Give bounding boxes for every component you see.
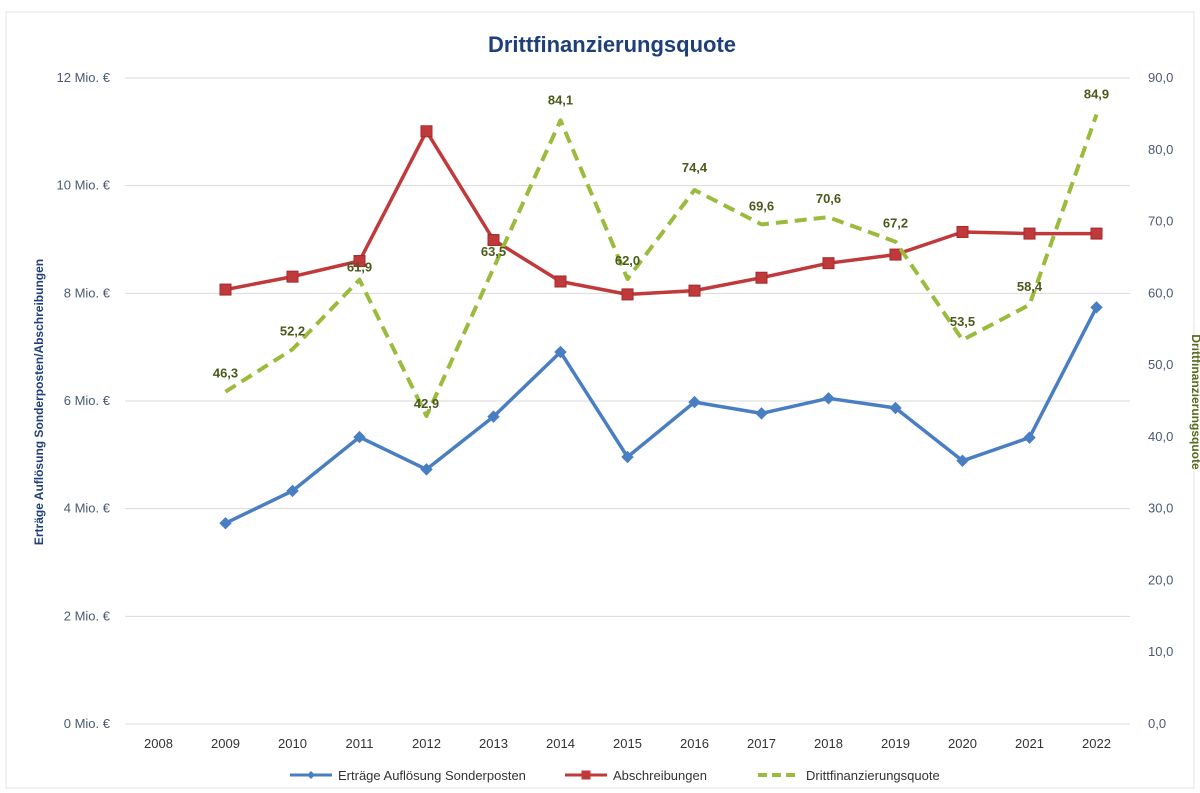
data-point-marker (219, 516, 232, 530)
data-point-marker (755, 407, 768, 420)
x-tick-label: 2008 (144, 736, 173, 751)
x-tick-label: 2014 (546, 736, 575, 751)
y-tick-label-left: 10 Mio. € (57, 178, 111, 193)
data-label-layer: 46,3 52,2 61,9 42,9 63,5 84,1 62,0 74,4 69,6 70,6… (213, 87, 1109, 411)
data-point-marker (286, 270, 299, 283)
data-point-marker (487, 234, 500, 247)
legend-label: Erträge Auflösung Sonderposten (338, 768, 526, 783)
y-tick-label-right: 10,0 (1148, 644, 1173, 659)
data-label: 58,4 (1017, 279, 1043, 294)
y-tick-label-left: 0 Mio. € (64, 716, 111, 731)
series-line-1 (223, 305, 1099, 525)
x-tick-label: 2022 (1082, 736, 1111, 751)
chart-frame (5, 11, 1195, 789)
x-tick-label: 2017 (747, 736, 776, 751)
x-tick-label: 2015 (613, 736, 642, 751)
data-label: 70,6 (816, 191, 841, 206)
y-tick-label-left: 8 Mio. € (64, 285, 111, 300)
x-tick-label: 2011 (346, 736, 374, 751)
data-point-marker (219, 283, 232, 296)
y-tick-label-right: 40,0 (1148, 429, 1173, 444)
data-label: 84,9 (1084, 87, 1109, 102)
y-tick-label-right: 90,0 (1148, 70, 1173, 85)
x-tick-label: 2018 (814, 736, 843, 751)
data-label: 61,9 (347, 260, 372, 275)
series-line-2 (223, 129, 1099, 297)
data-point-marker (1090, 301, 1103, 314)
data-label: 69,6 (749, 198, 774, 213)
y-tick-label-right: 80,0 (1148, 142, 1173, 157)
chart-title: Drittfinanzierungsquote (488, 32, 736, 57)
legend: Erträge Auflösung Sonderposten Abschreibu… (290, 768, 940, 783)
legend-item: Abschreibungen (565, 768, 707, 783)
data-label: 74,4 (682, 160, 708, 175)
data-point-marker (956, 225, 969, 238)
legend-marker (307, 771, 315, 779)
data-point-marker (755, 271, 768, 284)
data-point-marker (956, 454, 969, 467)
data-label: 42,9 (414, 396, 439, 411)
y-axis-label-right: Drittfinanzierungsquote (1189, 334, 1200, 470)
data-point-marker (286, 484, 299, 498)
y-axis-label-left: Erträge Auflösung Sonderposten/Abschreib… (32, 259, 46, 545)
data-point-marker (487, 410, 500, 423)
data-label: 53,5 (950, 314, 975, 329)
data-point-marker (688, 395, 701, 409)
legend-label: Abschreibungen (613, 768, 707, 783)
x-tick-label: 2019 (881, 736, 910, 751)
x-tick-label: 2010 (278, 736, 307, 751)
data-point-marker (822, 392, 835, 405)
data-point-marker (822, 257, 835, 270)
x-tick-label: 2016 (680, 736, 709, 751)
y-tick-label-right: 60,0 (1148, 285, 1173, 300)
data-point-marker (554, 345, 567, 359)
x-tick-label: 2009 (211, 736, 240, 751)
legend-marker (581, 770, 591, 780)
y-tick-label-left: 12 Mio. € (57, 70, 111, 85)
series-line-3 (224, 113, 1099, 419)
y-tick-label-right: 0,0 (1148, 716, 1166, 731)
data-point-marker (688, 284, 701, 297)
y-tick-label-right: 50,0 (1148, 357, 1173, 372)
legend-item: Drittfinanzierungsquote (758, 768, 940, 783)
data-label: 46,3 (213, 366, 238, 381)
data-point-marker (353, 255, 366, 268)
y-tick-label-left: 6 Mio. € (64, 393, 111, 408)
x-tick-label: 2020 (948, 736, 977, 751)
series-layer (219, 113, 1103, 530)
data-point-marker (621, 288, 634, 301)
x-tick-label: 2013 (479, 736, 508, 751)
data-label: 67,2 (883, 216, 908, 231)
data-point-marker (1023, 227, 1036, 240)
y-tick-label-right: 20,0 (1148, 572, 1173, 587)
legend-label: Drittfinanzierungsquote (806, 768, 940, 783)
data-point-marker (420, 463, 433, 476)
data-point-marker (420, 125, 433, 138)
data-point-marker (889, 248, 902, 261)
data-point-marker (621, 450, 634, 464)
y-tick-label-right: 30,0 (1148, 501, 1173, 516)
data-label: 52,2 (280, 323, 305, 338)
tick-layer: 0 Mio. € 2 Mio. € 4 Mio. € 6 Mio. € 8 Mio. €… (57, 70, 1174, 751)
data-point-marker (1090, 227, 1103, 240)
y-tick-label-left: 2 Mio. € (64, 608, 111, 623)
data-point-marker (554, 275, 567, 288)
data-point-marker (1023, 431, 1036, 444)
x-tick-label: 2021 (1015, 736, 1044, 751)
legend-item: Erträge Auflösung Sonderposten (290, 768, 526, 783)
y-tick-label-right: 70,0 (1148, 214, 1173, 229)
data-point-marker (353, 430, 366, 444)
y-tick-label-left: 4 Mio. € (64, 501, 111, 516)
data-label: 84,1 (548, 92, 573, 107)
data-point-marker (889, 401, 902, 415)
data-label: 62,0 (615, 253, 640, 268)
x-tick-label: 2012 (412, 736, 441, 751)
data-label: 63,5 (481, 244, 506, 259)
